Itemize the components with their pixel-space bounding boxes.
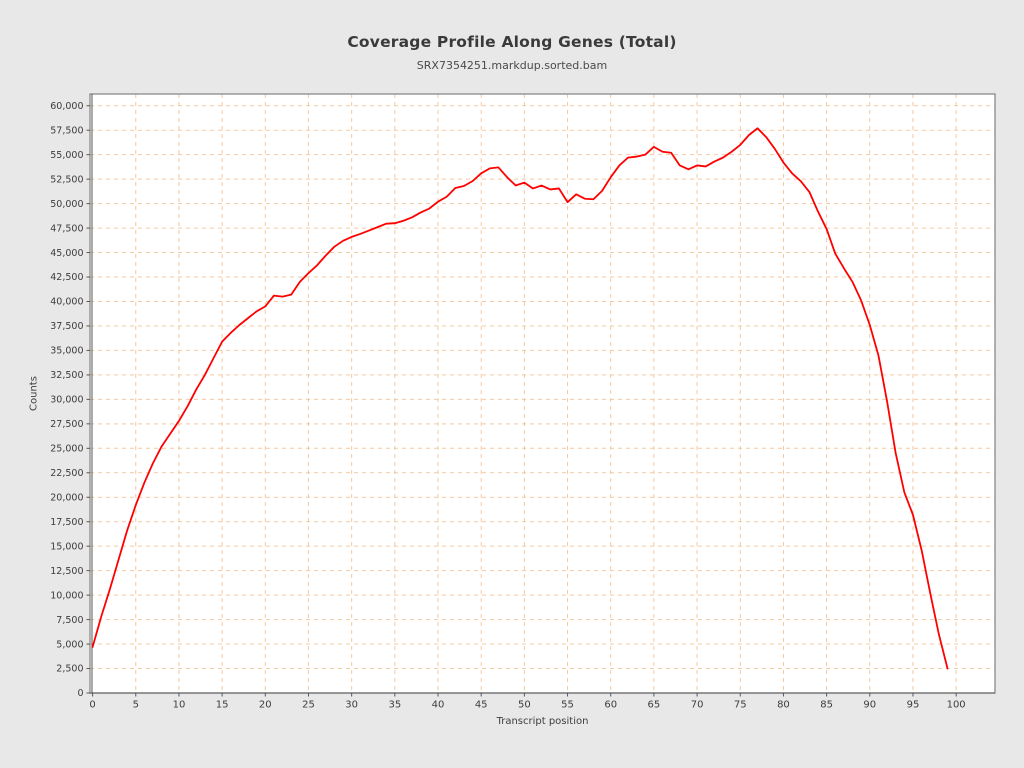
svg-text:15: 15	[216, 700, 229, 711]
svg-text:35,000: 35,000	[50, 346, 83, 357]
svg-text:42,500: 42,500	[50, 272, 83, 283]
svg-text:27,500: 27,500	[50, 419, 83, 430]
svg-text:57,500: 57,500	[50, 125, 83, 136]
svg-text:12,500: 12,500	[50, 566, 83, 577]
svg-text:10: 10	[173, 700, 186, 711]
svg-text:75: 75	[734, 700, 747, 711]
svg-text:70: 70	[691, 700, 704, 711]
svg-text:90: 90	[863, 700, 876, 711]
svg-text:65: 65	[648, 700, 661, 711]
svg-text:100: 100	[947, 700, 966, 711]
chart-subtitle: SRX7354251.markdup.sorted.bam	[416, 59, 608, 72]
svg-text:95: 95	[907, 700, 920, 711]
svg-text:25: 25	[302, 700, 315, 711]
svg-text:60,000: 60,000	[50, 101, 83, 112]
svg-text:5: 5	[133, 700, 139, 711]
svg-text:0: 0	[77, 688, 83, 699]
svg-text:5,000: 5,000	[56, 639, 83, 650]
svg-text:20: 20	[259, 700, 272, 711]
svg-text:25,000: 25,000	[50, 444, 83, 455]
svg-text:50,000: 50,000	[50, 199, 83, 210]
svg-text:47,500: 47,500	[50, 223, 83, 234]
svg-text:10,000: 10,000	[50, 590, 83, 601]
svg-text:85: 85	[820, 700, 833, 711]
svg-text:35: 35	[388, 700, 401, 711]
x-axis-title: Transcript position	[496, 716, 589, 727]
svg-text:40,000: 40,000	[50, 297, 83, 308]
svg-text:52,500: 52,500	[50, 174, 83, 185]
coverage-line-series	[91, 127, 949, 670]
axis-tick-labels: 0 5 10 15 20 25 30 35 40 45 50 55 60 65 70 75 80 85 90 95 10…	[50, 101, 965, 711]
axis-ticks	[86, 105, 957, 697]
svg-text:60: 60	[604, 700, 617, 711]
svg-text:17,500: 17,500	[50, 517, 83, 528]
svg-text:37,500: 37,500	[50, 321, 83, 332]
chart-title: Coverage Profile Along Genes (Total)	[347, 33, 677, 51]
svg-text:15,000: 15,000	[50, 541, 83, 552]
svg-text:45,000: 45,000	[50, 248, 83, 259]
svg-text:45: 45	[475, 700, 488, 711]
svg-text:50: 50	[518, 700, 531, 711]
svg-text:32,500: 32,500	[50, 370, 83, 381]
y-axis-title: Counts	[28, 376, 40, 411]
svg-text:30,000: 30,000	[50, 395, 83, 406]
svg-text:0: 0	[89, 700, 95, 711]
svg-text:22,500: 22,500	[50, 468, 83, 479]
plot-frame	[89, 93, 996, 694]
svg-text:2,500: 2,500	[56, 664, 83, 675]
svg-text:55: 55	[561, 700, 574, 711]
svg-text:7,500: 7,500	[56, 615, 83, 626]
svg-text:20,000: 20,000	[50, 492, 83, 503]
svg-text:55,000: 55,000	[50, 150, 83, 161]
svg-text:40: 40	[432, 700, 445, 711]
svg-text:80: 80	[777, 700, 790, 711]
svg-text:30: 30	[345, 700, 358, 711]
plot-background	[90, 94, 995, 693]
grid-lines	[90, 94, 995, 693]
